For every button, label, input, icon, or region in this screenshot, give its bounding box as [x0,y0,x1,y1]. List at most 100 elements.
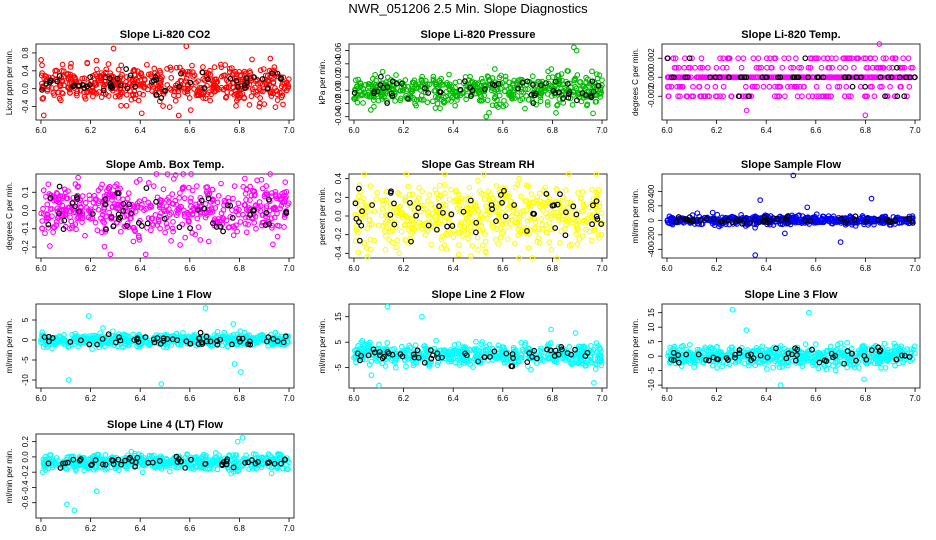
data-point [500,103,507,110]
reference-point [543,190,550,197]
data-point [242,202,249,209]
reference-point [224,202,231,209]
reference-point [413,212,420,219]
data-point [236,69,243,75]
reference-point [49,335,56,341]
data-point [597,94,604,100]
reference-point [501,187,507,194]
data-point [486,82,492,88]
reference-point [560,95,567,102]
data-point [115,195,122,201]
data-point [150,222,157,228]
data-point [140,81,147,88]
data-point [409,217,416,224]
reference-point [686,55,693,62]
data-point [435,219,441,226]
x-tick-label: 6.4 [448,126,460,135]
data-point [141,196,148,203]
data-point [79,193,86,199]
data-point [169,191,176,197]
reference-point [582,353,589,359]
data-point [822,74,829,81]
data-point [495,204,501,211]
y-tick-label: 0.06 [334,42,343,58]
outlier-point [376,382,382,389]
reference-point [697,217,704,224]
reference-point [196,335,202,342]
data-point [843,55,849,62]
data-point [799,93,805,100]
reference-point [61,217,68,224]
data-point [776,83,783,90]
data-point [580,201,587,208]
data-point [477,215,483,222]
x-tick-label: 6.6 [497,264,509,273]
data-point [515,232,522,238]
reference-point [735,93,742,100]
data-point [67,89,73,96]
reference-point [439,209,446,216]
outlier-point [837,239,844,245]
data-point [508,216,515,223]
data-point [540,199,547,206]
reference-point [87,82,93,88]
data-point [501,97,507,104]
y-tick-label: 15 [334,312,343,321]
data-point [785,55,792,62]
data-point [546,239,553,245]
data-point [570,88,577,95]
panel-title: Slope Li-820 Temp. [741,29,840,41]
y-tick-label: -0.4 [334,246,343,260]
data-point [574,224,580,231]
data-point [879,74,886,81]
data-point [851,64,857,71]
reference-point [143,185,150,192]
reference-point [43,80,50,87]
data-point [545,80,552,87]
reference-point [429,352,436,359]
y-axis-label: kPa per min. [318,60,327,105]
reference-point [415,354,422,361]
reference-point [60,226,67,232]
reference-point [558,346,565,353]
data-point [282,195,289,202]
data-point [475,247,481,253]
reference-point [590,202,596,209]
data-point [382,246,389,253]
data-point [537,79,544,86]
reference-point [247,341,254,348]
reference-point [448,211,455,218]
data-point [583,79,590,86]
data-point [867,83,874,90]
reference-point [589,221,596,228]
y-tick-label: 0.1 [21,186,30,198]
data-point [544,91,551,97]
data-point [176,64,183,71]
data-point [38,57,44,63]
data-point [412,81,419,88]
reference-point [911,74,918,81]
reference-point [590,88,597,95]
data-point [593,171,600,177]
data-point [263,79,269,86]
reference-point [266,221,272,227]
reference-point [894,93,901,100]
data-point [718,74,725,81]
data-point [554,102,560,109]
data-point [74,215,81,222]
data-point [665,93,672,100]
data-point [82,199,89,206]
data-point [60,90,66,97]
data-point [168,342,175,348]
reference-point [562,232,569,239]
data-point [40,187,47,194]
x-tick-label: 6.6 [497,126,509,135]
reference-point [117,214,124,221]
data-point [569,219,575,226]
data-point [526,200,533,207]
data-point [203,74,210,81]
reference-point [354,350,361,357]
y-tick-label: -5 [334,364,343,372]
data-point [751,83,758,90]
